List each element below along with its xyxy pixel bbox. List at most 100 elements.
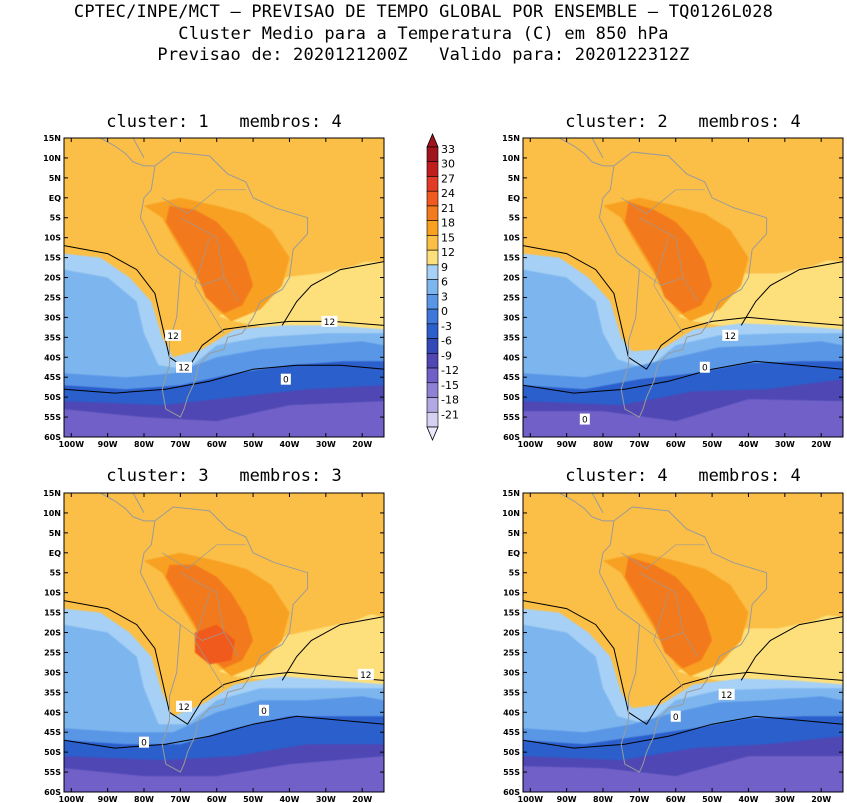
colorbar-label: -15 <box>441 379 459 392</box>
lat-tick-label: 5N <box>508 174 520 183</box>
lat-tick-label: 5S <box>509 569 521 578</box>
country-border <box>162 544 246 570</box>
contour-label: 12 <box>167 332 178 342</box>
colorbar-label: 21 <box>441 202 455 215</box>
lat-tick-label: 55S <box>503 413 520 422</box>
lat-tick-label: 10N <box>502 509 520 518</box>
colorbar-label: 30 <box>441 158 455 171</box>
map-panel-1: 15N 10N 5N EQ 5S 10S 15S 20S 25S 30S 35S 40S 45S 50S 5… <box>43 134 385 449</box>
lat-tick-label: 60S <box>44 788 61 797</box>
lat-tick-label: 15N <box>43 489 61 498</box>
lat-tick-label: 30S <box>44 668 61 677</box>
lat-tick-label: 50S <box>503 393 520 402</box>
contour-0 <box>64 715 384 749</box>
colorbar-swatch <box>426 264 439 280</box>
lat-tick-label: 5N <box>49 529 61 538</box>
lat-tick-label: 15S <box>44 609 61 618</box>
panel-3-title: cluster: 3 membros: 3 <box>106 466 342 486</box>
country-border <box>653 592 684 689</box>
colorbar-arrow-top <box>426 132 439 148</box>
colorbar-swatch <box>426 308 439 325</box>
lon-tick-label: 70W <box>629 440 649 449</box>
lon-tick-label: 30W <box>316 440 336 449</box>
contour-label-bg <box>699 361 710 373</box>
lat-tick-label: 45S <box>503 373 520 382</box>
contour-label-bg <box>718 688 735 700</box>
lon-tick-label: 20W <box>352 440 372 449</box>
colorbar-swatch <box>426 382 439 398</box>
lat-tick-label: 35S <box>503 333 520 342</box>
map-frame <box>63 492 385 793</box>
lon-tick-label: 100W <box>518 440 544 449</box>
colorbar-swatch <box>426 294 439 310</box>
colorbar-label: 27 <box>441 172 455 185</box>
temperature-band <box>64 756 384 792</box>
lon-tick-label: 40W <box>279 440 299 449</box>
header-line-1: CPTEC/INPE/MCT – PREVISAO DE TEMPO GLOBA… <box>73 2 774 22</box>
lat-tick-label: 45S <box>44 373 61 382</box>
colorbar-swatch <box>426 323 439 339</box>
lat-tick-label: 25S <box>44 648 61 657</box>
lon-tick-label: 80W <box>593 440 613 449</box>
lat-tick-label: 45S <box>44 728 61 737</box>
country-border <box>180 624 225 641</box>
colorbar-swatch <box>426 367 439 384</box>
lat-tick-label: 15S <box>503 609 520 618</box>
contour-label-bg <box>280 373 291 385</box>
colorbar-label: 15 <box>441 231 455 244</box>
colorbar-swatch <box>426 353 439 369</box>
colorbar-swatch <box>426 279 439 295</box>
contour-12 <box>281 616 384 681</box>
contour-label: 0 <box>702 364 708 374</box>
lat-tick-label: 30S <box>44 313 61 322</box>
panel-2-title: cluster: 2 membros: 4 <box>565 112 801 132</box>
country-border <box>194 592 225 689</box>
lon-tick-label: 30W <box>316 795 336 803</box>
lat-tick-label: 5S <box>50 569 62 578</box>
lat-tick-label: 15S <box>44 254 61 263</box>
lon-tick-label: 50W <box>243 440 263 449</box>
lat-tick-label: 15N <box>43 134 61 143</box>
lon-tick-label: 90W <box>557 795 577 803</box>
country-border <box>653 237 684 334</box>
country-border <box>194 237 225 334</box>
lon-tick-label: 100W <box>518 795 544 803</box>
contour-12 <box>740 261 843 326</box>
lat-tick-label: 5N <box>508 529 520 538</box>
lat-tick-label: 60S <box>503 788 520 797</box>
coastline <box>139 506 309 773</box>
lon-tick-label: 90W <box>557 440 577 449</box>
colorbar-label: -18 <box>441 394 459 407</box>
contour-label-bg <box>722 329 739 341</box>
map-frame <box>522 137 844 438</box>
lat-tick-label: 10N <box>43 509 61 518</box>
colorbar-label: -9 <box>441 349 452 362</box>
colorbar-label: -12 <box>441 364 459 377</box>
contour-label: 12 <box>725 332 736 342</box>
lat-tick-label: 10N <box>43 154 61 163</box>
lon-tick-label: 60W <box>666 795 686 803</box>
contour-12 <box>740 616 843 681</box>
contour-0 <box>523 360 843 394</box>
contour-label-bg <box>176 361 192 373</box>
panel-4-title: cluster: 4 membros: 4 <box>565 466 801 486</box>
lon-tick-label: 90W <box>98 795 118 803</box>
contour-label-bg <box>670 710 681 722</box>
lat-tick-label: 10S <box>503 589 520 598</box>
contour-0 <box>64 364 384 394</box>
colorbar-label: 33 <box>441 143 455 156</box>
contour-label-bg <box>259 704 269 716</box>
contour-label: 0 <box>673 713 679 723</box>
lon-tick-label: 40W <box>279 795 299 803</box>
contour-label: 12 <box>324 318 335 328</box>
lat-tick-label: 55S <box>503 768 520 777</box>
contour-label: 0 <box>283 376 289 386</box>
contour-12 <box>523 600 843 725</box>
lat-tick-label: 50S <box>44 748 61 757</box>
country-border <box>180 572 239 657</box>
colorbar-label: -6 <box>441 335 452 348</box>
lat-tick-label: 5S <box>509 214 521 223</box>
contour-label: 0 <box>261 707 267 717</box>
contour-label-bg <box>579 413 590 425</box>
